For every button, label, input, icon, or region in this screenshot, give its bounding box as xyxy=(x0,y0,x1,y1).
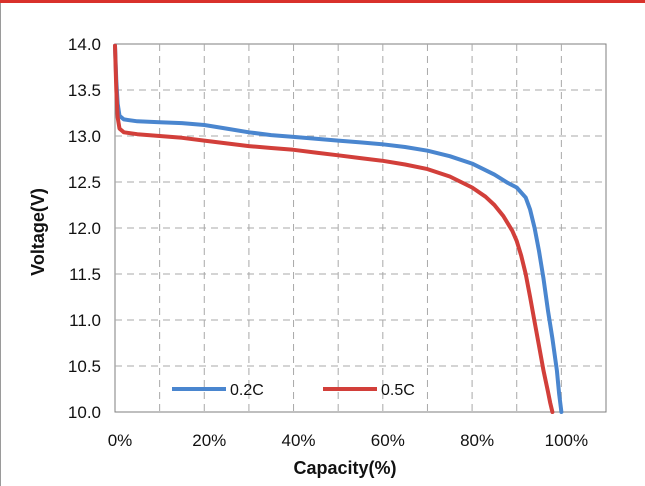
series-lines xyxy=(113,43,564,414)
y-tick-label: 14.0 xyxy=(68,35,101,54)
x-tick-label: 60% xyxy=(371,431,405,450)
series-line-0-2c xyxy=(113,43,564,414)
y-tick-label: 12.0 xyxy=(68,219,101,238)
x-tick-label: 40% xyxy=(282,431,316,450)
legend: 0.2C 0.5C xyxy=(172,382,415,399)
series-line-0-5c xyxy=(113,43,555,414)
left-border-rule xyxy=(0,3,1,486)
x-tick-label: 20% xyxy=(192,431,226,450)
y-tick-label: 13.0 xyxy=(68,127,101,146)
y-tick-label: 11.0 xyxy=(69,311,101,330)
x-tick-labels: 0% 20% 40% 60% 80% 100% xyxy=(108,431,588,450)
x-tick-label: 0% xyxy=(108,431,133,450)
y-tick-label: 11.5 xyxy=(69,265,101,284)
x-axis-title: Capacity(%) xyxy=(293,458,396,478)
y-tick-label: 12.5 xyxy=(68,173,101,192)
x-tick-label: 80% xyxy=(460,431,494,450)
y-tick-label: 10.5 xyxy=(68,357,101,376)
legend-label-0-2c: 0.2C xyxy=(230,382,264,399)
y-tick-labels: 10.0 10.5 11.0 11.5 12.0 12.5 13.0 13.5 14.0 xyxy=(68,35,101,422)
y-tick-label: 10.0 xyxy=(68,403,101,422)
x-tick-label: 100% xyxy=(545,431,588,450)
y-tick-label: 13.5 xyxy=(68,81,101,100)
grid-lines xyxy=(115,44,606,412)
y-axis-title: Voltage(V) xyxy=(28,188,48,276)
top-border-rule xyxy=(0,0,645,3)
legend-label-0-5c: 0.5C xyxy=(381,382,415,399)
